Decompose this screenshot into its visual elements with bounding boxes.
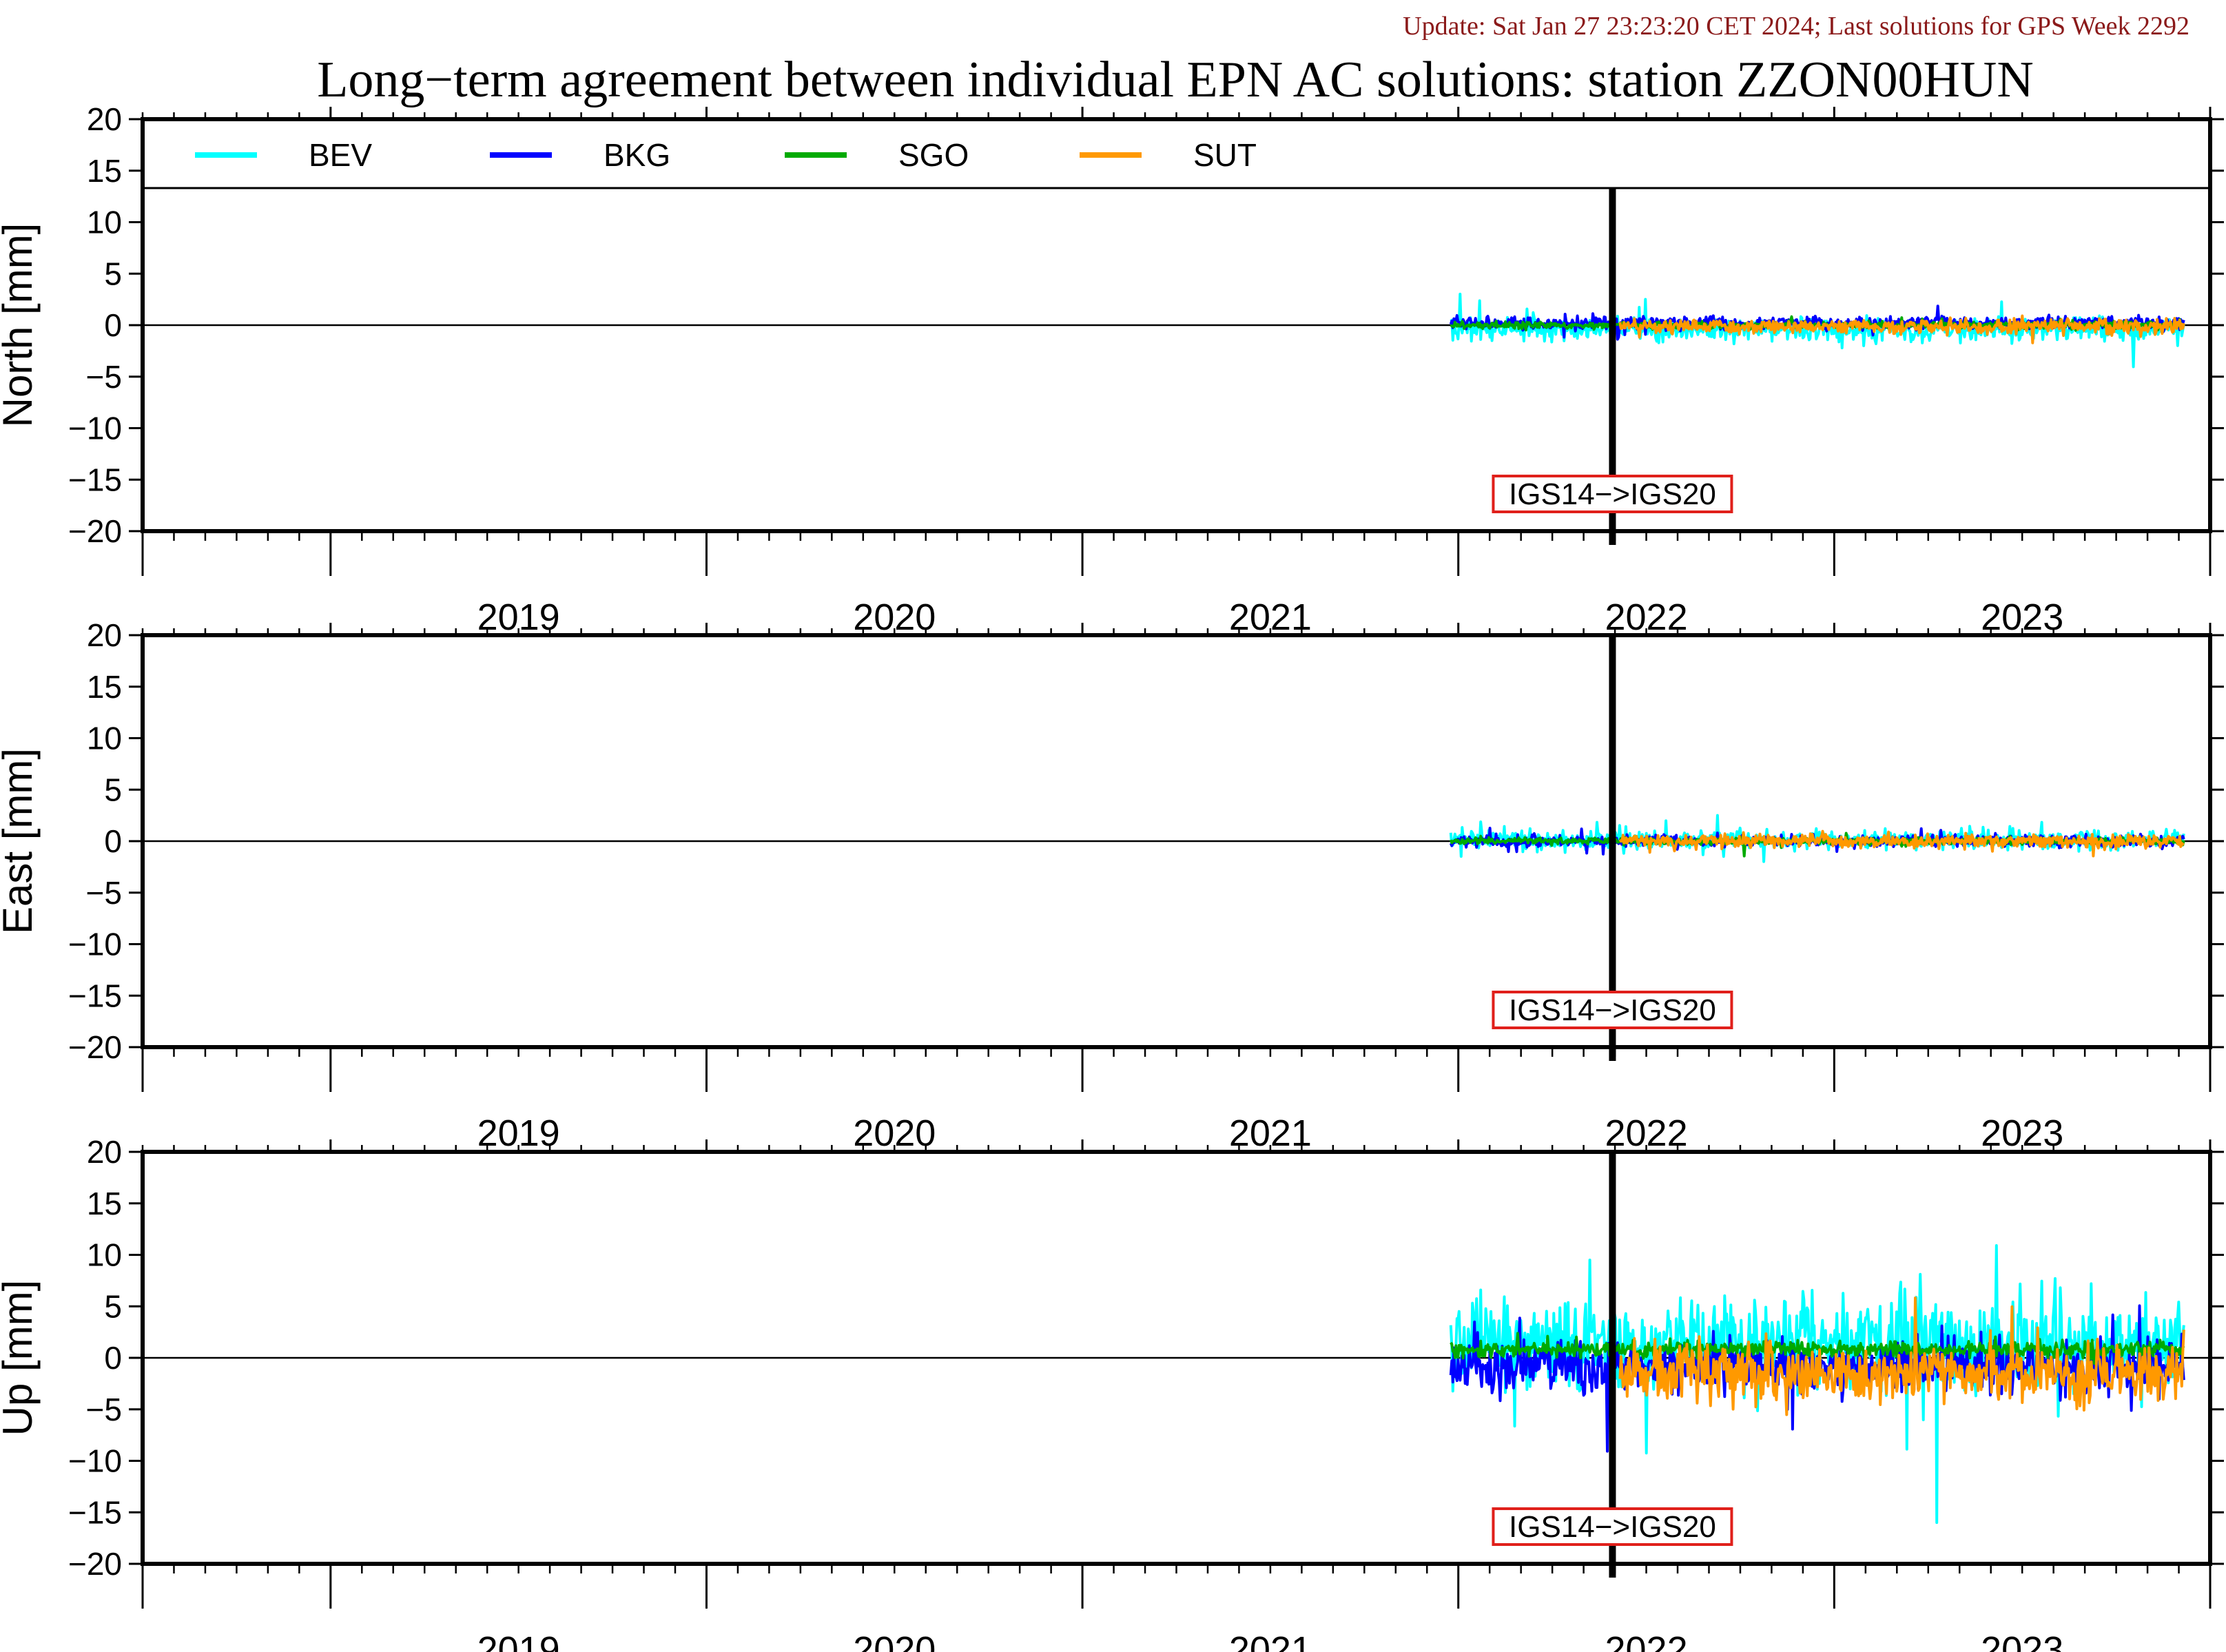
x-year-label: 2020 [853,1629,936,1652]
y-tick-label: 10 [87,1237,122,1273]
x-year-label: 2022 [1605,1629,1687,1652]
y-tick-label: 20 [87,1134,122,1170]
legend-label-sut: SUT [1193,137,1257,173]
series-line-sut [1618,829,2185,858]
y-tick-label: −5 [86,359,122,395]
y-tick-label: −15 [68,978,122,1013]
update-timestamp: Update: Sat Jan 27 23:23:20 CET 2024; La… [1403,12,2189,41]
x-year-label: 2019 [477,1629,560,1652]
y-tick-label: 5 [104,1288,122,1324]
series-group [1449,1244,2185,1525]
y-tick-label: 5 [104,256,122,291]
panels: IGS14−>IGS20 BEV BKG SGO SUT 20 15 10 5 0 −5 −10 −15… [0,101,2224,1652]
legend-box [141,118,2212,189]
legend-label-bkg: BKG [604,137,670,173]
annotation-label: IGS14−>IGS20 [1509,993,1716,1027]
page-title: Long−term agreement between individual E… [317,52,2034,108]
series-group [1449,814,2185,863]
y-tick-label: −15 [68,1494,122,1530]
y-tick-label: −20 [68,1029,122,1065]
series-line-sgo [1450,1332,2185,1365]
panel-east: IGS14−>IGS20 20 15 10 5 0 −5 −10 −15 −20 East [mm]… [0,617,2224,1154]
y-tick-label: −15 [68,462,122,497]
y-tick-label: −10 [68,927,122,962]
series-line-sut [1618,1297,2185,1416]
panel-up: IGS14−>IGS20 20 15 10 5 0 −5 −10 −15 −20 Up [mm] 20… [0,1134,2224,1652]
series-line-sut [1618,314,2185,344]
y-tick-label: 0 [104,307,122,343]
annotation-box [1492,1507,1733,1546]
x-year-label: 2021 [1229,1629,1312,1652]
y-tick-label: 5 [104,772,122,807]
panel-north: IGS14−>IGS20 BEV BKG SGO SUT 20 15 10 5 0 −5 −10 −15… [0,101,2224,638]
y-tick-label: 10 [87,721,122,756]
y-axis-label: Up [mm] [0,1280,41,1436]
y-tick-label: 15 [87,669,122,705]
y-tick-label: 0 [104,1340,122,1376]
y-tick-label: −20 [68,1546,122,1582]
y-tick-label: 15 [87,153,122,189]
y-tick-label: 20 [87,617,122,653]
x-year-label: 2023 [1981,1629,2063,1652]
annotation-box [1492,991,1733,1029]
y-tick-label: −5 [86,875,122,911]
legend-label-sgo: SGO [898,137,969,173]
y-tick-label: −10 [68,1443,122,1479]
annotation-box [1492,475,1733,513]
legend-label-bev: BEV [309,137,372,173]
y-tick-label: −10 [68,411,122,446]
y-tick-label: 15 [87,1186,122,1221]
annotation-label: IGS14−>IGS20 [1509,477,1716,511]
annotation-label: IGS14−>IGS20 [1509,1510,1716,1544]
y-tick-label: −5 [86,1392,122,1427]
y-tick-label: 20 [87,101,122,137]
y-tick-label: 10 [87,205,122,240]
y-axis-label: North [mm] [0,223,41,428]
y-tick-label: −20 [68,513,122,549]
series-group [1449,292,2185,369]
y-axis-label: East [mm] [0,748,41,934]
y-tick-label: 0 [104,823,122,859]
